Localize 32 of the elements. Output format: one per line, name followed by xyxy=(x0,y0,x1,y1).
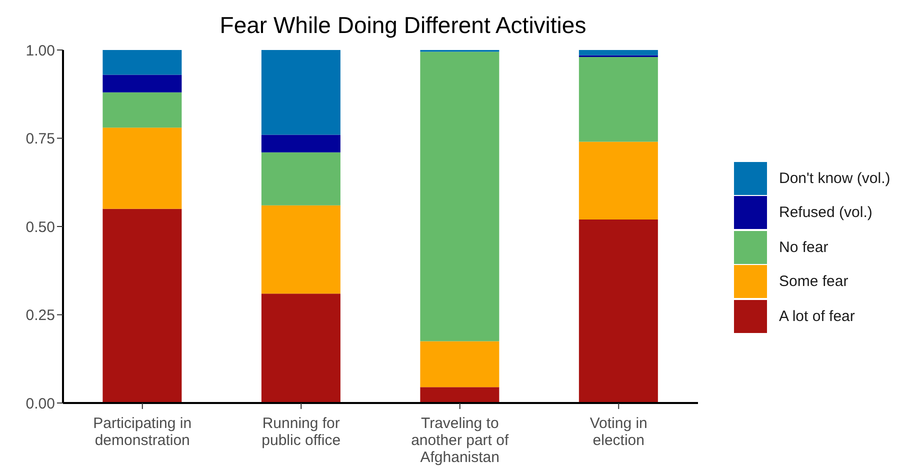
legend-label: Don't know (vol.) xyxy=(779,170,890,187)
x-tick-label: Running for public office xyxy=(262,415,341,449)
bar xyxy=(102,74,182,92)
y-tick-label: 1.00 xyxy=(26,42,55,60)
x-tick-label: Participating in demonstration xyxy=(93,415,192,449)
bar xyxy=(261,152,340,206)
y-tick-label: 0.25 xyxy=(26,307,55,324)
bar xyxy=(102,128,182,209)
y-tick-label: 0.50 xyxy=(26,218,55,236)
bar xyxy=(102,92,182,128)
legend-label: A lot of fear xyxy=(779,308,855,325)
bar xyxy=(578,50,658,56)
legend-label: Refused (vol.) xyxy=(779,204,872,222)
bar xyxy=(102,50,182,75)
bar xyxy=(420,341,500,388)
bar xyxy=(261,50,340,135)
bar xyxy=(261,205,340,294)
y-tick-label: 0.00 xyxy=(26,395,55,412)
x-tick-label: Voting in election xyxy=(590,415,648,449)
x-tick-label: Traveling to another part of Afghanistan xyxy=(411,415,510,466)
legend-label: No fear xyxy=(779,238,828,256)
y-tick-label: 0.75 xyxy=(26,130,55,148)
bar xyxy=(578,142,658,220)
bar xyxy=(420,387,500,403)
legend-label: Some fear xyxy=(779,273,848,290)
bar xyxy=(578,57,658,142)
bar xyxy=(578,219,658,403)
bar xyxy=(261,294,340,403)
chart-title: Fear While Doing Different Activities xyxy=(218,12,588,39)
bar xyxy=(420,52,500,342)
bar xyxy=(102,208,182,403)
bar xyxy=(261,134,340,152)
